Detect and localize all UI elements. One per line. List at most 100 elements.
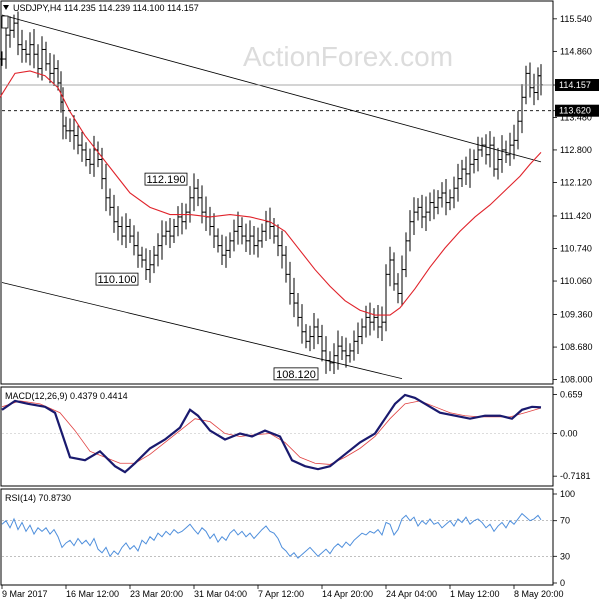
price-bar	[516, 111, 520, 150]
price-tick-label: 109.360	[560, 310, 593, 320]
price-bar	[344, 337, 348, 368]
price-bar	[144, 248, 148, 281]
levels	[2, 84, 553, 112]
rsi-tick-label: 0	[560, 578, 565, 588]
price-bar	[108, 188, 112, 216]
price-bar	[288, 261, 292, 305]
time-tick-label: 14 Apr 20:00	[322, 589, 373, 599]
level-price-label: 113.620	[559, 106, 591, 116]
price-bar	[336, 330, 340, 370]
price-bar	[384, 264, 388, 332]
price-bar	[528, 62, 532, 98]
price-bar	[172, 218, 176, 243]
annotation-label: 112.190	[147, 174, 186, 186]
price-bar	[4, 24, 8, 69]
price-bar	[248, 220, 252, 255]
price-tick-label: 110.740	[560, 244, 592, 254]
price-bar	[492, 136, 496, 177]
price-bar	[364, 305, 368, 338]
price-bar	[136, 231, 140, 268]
price-bar	[320, 324, 324, 362]
rsi-lines	[1, 512, 553, 559]
price-bar	[404, 232, 408, 278]
price-bars	[0, 11, 543, 375]
time-tick-label: 1 May 12:00	[450, 589, 500, 599]
price-bar	[20, 29, 24, 63]
price-bar	[36, 44, 40, 78]
price-bar	[116, 206, 120, 241]
price-bar	[276, 224, 280, 257]
price-bar	[292, 277, 296, 318]
time-tick-label: 24 Apr 04:00	[386, 589, 437, 599]
price-tick-label: 113.480	[560, 112, 592, 122]
price-bar	[296, 293, 300, 327]
price-bar	[52, 54, 56, 87]
annotation-box	[144, 172, 188, 186]
price-bar	[408, 210, 412, 252]
price-bar	[8, 16, 12, 48]
price-bar	[464, 156, 468, 186]
price-bar	[76, 125, 80, 155]
price-bar	[300, 304, 304, 344]
price-tick-label: 108.680	[560, 342, 593, 352]
price-bar	[312, 312, 316, 350]
rsi-tick-label: 30	[560, 551, 570, 561]
origin-marker	[1, 15, 9, 29]
ema-polyline	[0, 70, 542, 316]
price-bar	[432, 189, 436, 220]
price-annotation: 108.120	[273, 367, 319, 381]
price-bar	[504, 140, 508, 164]
level-price-box	[555, 104, 599, 117]
price-bar	[340, 336, 344, 360]
price-bar	[520, 84, 524, 134]
price-bar	[316, 318, 320, 345]
price-annotation: 110.100	[95, 272, 139, 286]
macd-tick-label: -0.7181	[560, 471, 591, 481]
price-bar	[200, 185, 204, 224]
price-tick-label: 115.540	[560, 14, 592, 24]
price-bar	[436, 190, 440, 215]
price-bar	[84, 142, 88, 167]
price-bar	[176, 206, 180, 237]
price-bar	[456, 163, 460, 202]
price-bar	[128, 218, 132, 243]
symbol-label: USDJPY,H4 114.235 114.239 114.100 114.15…	[13, 3, 199, 13]
price-bar	[348, 343, 352, 363]
macd-panel: MACD(12,26,9) 0.4379 0.4414 0.659 0.00 -0.…	[0, 386, 591, 487]
price-bar	[416, 198, 420, 221]
price-bar	[372, 308, 376, 331]
price-bar	[32, 29, 36, 69]
time-axis: 9 Mar 2017 16 Mar 12:00 23 Mar 20:00 31 Mar…	[1, 585, 564, 599]
price-bar	[0, 51, 4, 66]
price-bar	[88, 148, 92, 175]
price-bar	[532, 73, 536, 106]
price-bar	[192, 173, 196, 212]
price-bar	[484, 134, 488, 165]
price-bar	[396, 273, 400, 304]
price-bar	[324, 336, 328, 374]
rsi-title: RSI(14) 70.8730	[5, 493, 71, 503]
price-bar	[260, 223, 264, 248]
price-tick-label: 112.800	[560, 145, 592, 155]
price-bar	[424, 196, 428, 231]
price-bar	[188, 186, 192, 223]
collapse-arrow-icon[interactable]	[3, 5, 9, 10]
price-bar	[64, 116, 68, 140]
macd-main-line	[1, 393, 542, 474]
price-tick-label: 112.120	[560, 177, 592, 187]
macd-tick-label: 0.659	[560, 389, 583, 399]
time-tick-label: 8 May 20:00	[514, 589, 564, 599]
price-bar	[120, 216, 124, 246]
macd-tick-label: 0.00	[560, 429, 578, 439]
price-bar	[140, 246, 144, 268]
price-tick-label: 111.420	[560, 211, 591, 221]
price-bar	[160, 220, 164, 260]
lower-trendline	[1, 282, 403, 380]
rsi-panel: RSI(14) 70.8730 100 70 30 0	[0, 488, 575, 588]
price-bar	[256, 227, 260, 258]
price-bar	[28, 32, 32, 66]
price-bar	[472, 149, 476, 174]
price-bar	[132, 225, 136, 256]
price-bar	[460, 159, 464, 187]
